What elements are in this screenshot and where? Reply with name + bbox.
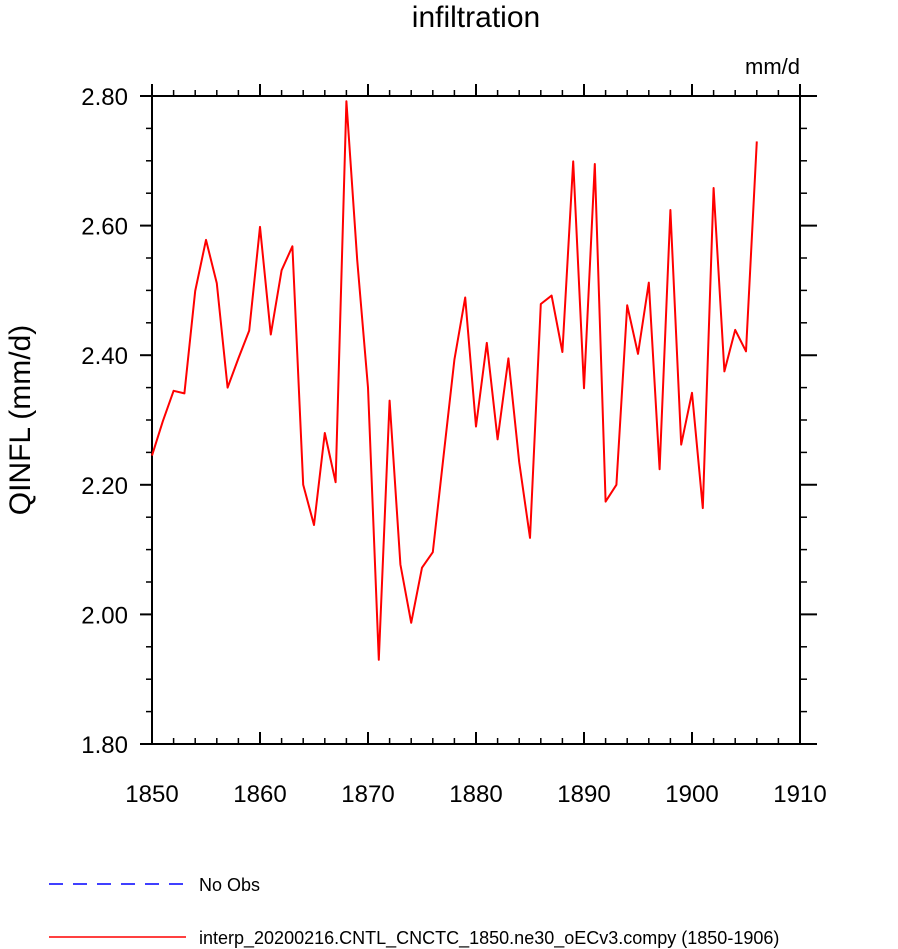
y-axis-label: QINFL (mm/d) [4, 325, 37, 516]
y-tick-label: 2.20 [81, 473, 128, 500]
legend-label-0: No Obs [199, 875, 260, 895]
axis-ticks [140, 84, 817, 745]
x-tick-label: 1860 [233, 781, 286, 808]
y-tick-label: 2.00 [81, 602, 128, 629]
units-label: mm/d [745, 54, 800, 79]
chart-title: infiltration [412, 1, 540, 34]
y-tick-label: 2.80 [81, 84, 128, 111]
series-layer [151, 100, 758, 661]
x-tick-label: 1850 [125, 781, 178, 808]
legend: No Obs interp_20200216.CNTL_CNCTC_1850.ne… [49, 875, 779, 949]
x-tick-label: 1880 [449, 781, 502, 808]
series-line-1 [151, 100, 758, 661]
x-tick-label: 1910 [773, 781, 826, 808]
y-tick-label: 1.80 [81, 732, 128, 759]
x-tick-label: 1890 [557, 781, 610, 808]
x-tick-label: 1870 [341, 781, 394, 808]
y-tick-label: 2.60 [81, 214, 128, 241]
x-tick-label: 1900 [665, 781, 718, 808]
axis-tick-labels: 1850 1860 1870 1880 1890 1900 1910 1.80 2.00 2.20… [81, 84, 826, 808]
y-tick-label: 2.40 [81, 343, 128, 370]
legend-label-1: interp_20200216.CNTL_CNCTC_1850.ne30_oEC… [199, 928, 779, 949]
